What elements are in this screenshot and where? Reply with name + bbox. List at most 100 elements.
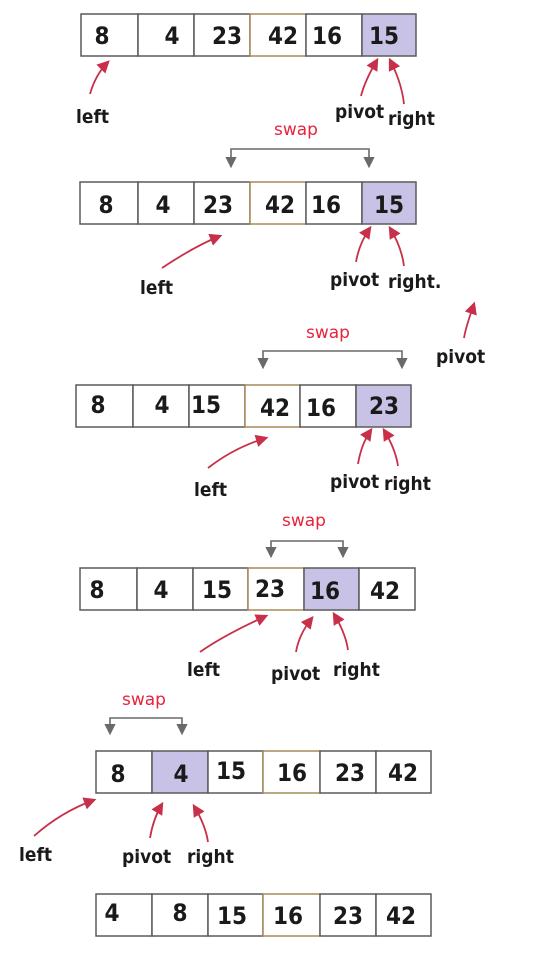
cell-value: 23 <box>369 392 399 420</box>
array-cells <box>79 567 416 611</box>
array-row-5: swap 8 4 15 16 23 42 left pivot right <box>19 690 432 868</box>
pivot-label: pivot <box>335 101 384 123</box>
right-label: right. <box>388 271 441 293</box>
pivot-pointer-arrow <box>355 225 372 263</box>
array-cell <box>80 13 139 57</box>
array-row-2: swap 8 4 23 42 16 15 left pivot right. p… <box>79 120 485 368</box>
cell-value: 23 <box>335 759 365 787</box>
cell-value: 16 <box>312 22 342 50</box>
swap-label: swap <box>274 120 318 140</box>
array-cell <box>193 181 251 225</box>
pivot-label: pivot <box>330 471 379 493</box>
swap-bracket <box>257 350 408 370</box>
cell-value: 4 <box>154 391 169 419</box>
cell-value: 15 <box>369 22 399 50</box>
cell-value: 42 <box>265 191 295 219</box>
swap-label: swap <box>122 690 166 710</box>
array-cells <box>75 384 412 428</box>
swap-bracket <box>104 717 188 736</box>
cell-value: 23 <box>203 191 233 219</box>
right-pointer-arrow <box>382 427 399 467</box>
right-label: right <box>333 659 380 681</box>
array-cell-pivot <box>355 384 412 428</box>
array-cell <box>244 384 301 428</box>
cell-value: 8 <box>94 22 109 50</box>
array-cell-pivot <box>303 567 360 611</box>
pivot-label: pivot <box>122 846 171 868</box>
swap-bracket <box>225 148 375 169</box>
left-pointer-arrow <box>161 233 223 269</box>
cell-value: 8 <box>89 576 104 604</box>
array-cell <box>95 750 153 794</box>
array-cell <box>319 893 377 937</box>
cell-value: 23 <box>212 22 242 50</box>
pivot-pointer-arrow <box>149 801 164 839</box>
cell-value: 16 <box>310 577 340 605</box>
array-cells <box>79 181 417 225</box>
array-cell <box>79 181 139 225</box>
right-pointer-arrow <box>388 225 405 267</box>
array-cell <box>75 384 134 428</box>
cell-value: 42 <box>388 759 418 787</box>
array-cell <box>192 567 249 611</box>
array-cell <box>375 893 432 937</box>
cell-value: 15 <box>217 902 247 930</box>
array-cell <box>247 567 305 611</box>
array-cell-pivot <box>361 181 417 225</box>
left-label: left <box>187 659 220 681</box>
cell-value: 16 <box>277 759 307 787</box>
array-row-6-sorted: 4 8 15 16 23 42 <box>95 893 432 937</box>
cell-value: 23 <box>333 902 363 930</box>
array-cell <box>305 13 363 57</box>
cell-value: 16 <box>306 394 336 422</box>
cell-value: 42 <box>386 902 416 930</box>
array-cell <box>132 384 190 428</box>
left-label: left <box>140 277 173 299</box>
cell-value: 16 <box>311 191 341 219</box>
array-cell <box>79 567 138 611</box>
swap-label: swap <box>306 323 350 343</box>
array-cell <box>319 750 377 794</box>
cell-value: 4 <box>155 191 170 219</box>
array-row-4: swap 8 4 15 23 16 42 left pivot right <box>79 511 416 685</box>
stray-pivot-arrow <box>463 301 477 339</box>
left-pointer-arrow <box>89 60 110 95</box>
cell-value: 42 <box>268 22 298 50</box>
pivot-pointer-arrow <box>360 57 379 97</box>
cell-value: 23 <box>255 575 285 603</box>
array-cell <box>262 750 321 794</box>
array-row-3: swap 8 4 15 42 16 23 left pivot right <box>75 323 431 501</box>
array-cell <box>375 750 432 794</box>
cell-value: 15 <box>374 191 404 219</box>
array-cell <box>358 567 416 611</box>
left-pointer-arrow <box>199 614 269 653</box>
cell-value: 8 <box>98 191 113 219</box>
array-cell <box>137 181 195 225</box>
array-cell <box>249 181 307 225</box>
array-cells <box>95 893 432 937</box>
array-cell <box>299 384 357 428</box>
pivot-pointer-arrow <box>295 616 314 653</box>
left-pointer-arrow <box>207 434 269 469</box>
right-pointer-arrow <box>388 57 405 105</box>
right-pointer-arrow <box>332 611 349 651</box>
cell-value: 16 <box>273 902 303 930</box>
array-cell <box>136 567 194 611</box>
cell-value: 15 <box>202 576 232 604</box>
array-cell <box>137 13 195 57</box>
array-cell <box>207 750 264 794</box>
pivot-pointer-arrow <box>357 427 373 465</box>
stray-pivot-label: pivot <box>436 346 485 368</box>
cell-value: 8 <box>90 391 105 419</box>
pivot-label: pivot <box>271 663 320 685</box>
left-label: left <box>76 106 109 128</box>
right-label: right <box>187 846 234 868</box>
right-label: right <box>388 108 435 130</box>
array-cell <box>262 893 321 937</box>
cell-value: 42 <box>370 577 400 605</box>
swap-bracket <box>265 540 349 559</box>
right-label: right <box>384 473 431 495</box>
cell-value: 4 <box>153 576 168 604</box>
cell-value: 15 <box>216 757 246 785</box>
